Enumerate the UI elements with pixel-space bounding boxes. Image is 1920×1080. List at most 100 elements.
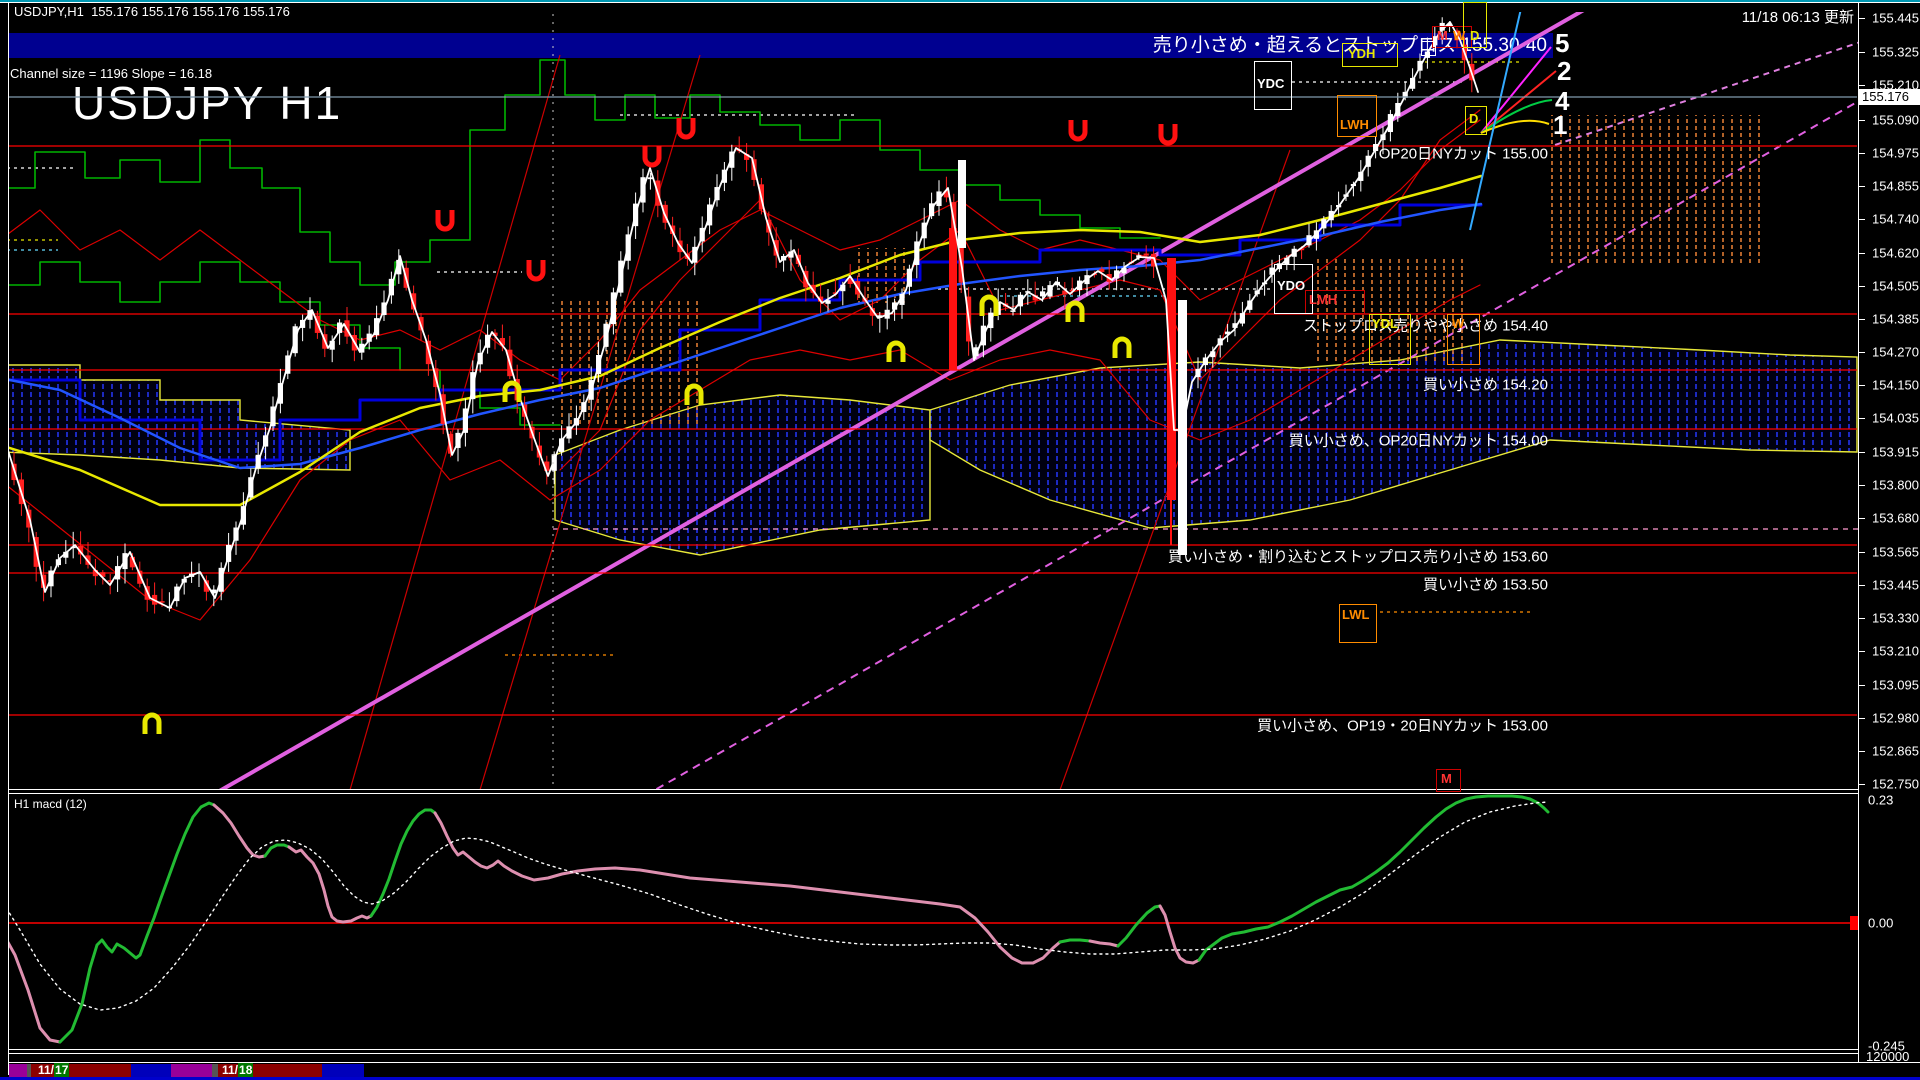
- candle-bear: [203, 580, 209, 592]
- candle-bear: [1099, 268, 1105, 272]
- candle-bear: [1069, 289, 1075, 292]
- candle-bull: [366, 333, 372, 342]
- price-axis-tick: [1858, 286, 1865, 287]
- price-axis-label: 155.090: [1872, 112, 1919, 128]
- bottom-scrollbar[interactable]: [0, 1077, 1920, 1080]
- projected-cloud: [1550, 115, 1760, 265]
- candle-bull: [396, 259, 402, 275]
- price-axis-tick: [1858, 718, 1865, 719]
- macd-line-pink: [287, 845, 373, 924]
- macd-signal-line: [9, 801, 1549, 1011]
- date-month: 11/: [222, 1063, 239, 1077]
- last-update-time: 11/18 06:13 更新: [1741, 9, 1854, 26]
- indicator-level-box: [1339, 604, 1377, 643]
- price-axis-tick: [1858, 352, 1865, 353]
- sell-signal-icon: [435, 210, 455, 232]
- candle-bull: [1010, 310, 1016, 312]
- candle-bull: [1210, 351, 1216, 358]
- candle-bull: [1321, 219, 1327, 229]
- timeline-session-segment[interactable]: [131, 1064, 171, 1077]
- macd-line-pink: [212, 803, 267, 859]
- candle-bull: [1136, 255, 1142, 258]
- candle-bull: [1121, 267, 1127, 274]
- mini-panel-bottom-border: [8, 1062, 1920, 1063]
- price-axis-label: 154.620: [1872, 245, 1919, 261]
- indicator-level-box: [1274, 264, 1313, 314]
- candle-bull: [603, 323, 609, 347]
- indicator-level-label: D: [1470, 28, 1480, 43]
- candle-bear: [544, 461, 550, 471]
- indicator-level-box: [1463, 2, 1487, 48]
- macd-panel-bottom-border[interactable]: [8, 1049, 1859, 1050]
- indicator-level-box: [1436, 769, 1461, 792]
- candle-bull: [211, 589, 217, 594]
- trendline-magenta: [218, 12, 1585, 789]
- fan-line: [1480, 119, 1550, 134]
- candle-bull: [1410, 77, 1416, 89]
- price-chart-canvas[interactable]: [9, 12, 1858, 789]
- candle-bull: [973, 347, 979, 357]
- fan-line: [1469, 12, 1522, 231]
- timeline-session-segment[interactable]: [322, 1064, 364, 1077]
- kijun-line: [9, 203, 1483, 462]
- price-axis-label: 153.915: [1872, 444, 1919, 460]
- axis-separator[interactable]: [1858, 2, 1859, 1063]
- indicator-level-label: YDC: [1257, 76, 1285, 91]
- price-level-annotation: 買い小さめ・割り込むとストップロス売り小さめ 153.60: [1167, 548, 1548, 566]
- price-axis-label: 153.680: [1872, 510, 1919, 526]
- indicator-level-box: [1337, 95, 1377, 137]
- price-axis-label: 153.565: [1872, 544, 1919, 560]
- price-axis-tick: [1858, 751, 1865, 752]
- date-day: 18: [238, 1063, 254, 1077]
- sell-signal-icon: [526, 260, 546, 282]
- timeline-session-segment[interactable]: [27, 1064, 31, 1077]
- price-axis-label: 154.270: [1872, 344, 1919, 360]
- candle-bull: [647, 177, 653, 180]
- red-band-line: [9, 284, 1481, 621]
- indicator-level-label: LMH: [1309, 292, 1338, 307]
- macd-axis-label: 0.23: [1868, 792, 1894, 808]
- macd-panel-top-border: [8, 793, 1859, 794]
- indicator-level-box: [1342, 43, 1398, 67]
- timeline-session-segment[interactable]: [9, 1064, 27, 1077]
- candle-bull: [892, 302, 898, 310]
- trendline-magenta-upper: [1554, 41, 1858, 146]
- timeline-session-segment[interactable]: [171, 1064, 212, 1077]
- price-axis-label: 155.325: [1872, 44, 1919, 60]
- buy-signal-icon: [142, 712, 162, 734]
- fan-line-number: 4: [1555, 86, 1570, 116]
- timeline-date-label: 11/17: [38, 1063, 70, 1077]
- indicator-level-box: [1369, 314, 1411, 365]
- candle-bear: [869, 308, 875, 316]
- sell-signal-icon: [676, 118, 696, 140]
- price-axis-label: 153.330: [1872, 610, 1919, 626]
- sell-signal-icon: [1068, 120, 1088, 142]
- main-panel-bottom-border[interactable]: [8, 789, 1859, 790]
- projected-cloud: [1310, 258, 1465, 363]
- volume-axis-label: 120000: [1866, 1049, 1910, 1064]
- price-level-annotation: 買い小さめ、OP19・20日NYカット 153.00: [1257, 717, 1548, 735]
- price-axis-tick: [1858, 153, 1865, 154]
- indicator-level-label: M: [1437, 28, 1448, 43]
- indicator-level-label: D: [1469, 111, 1479, 126]
- window-top-edge: [0, 0, 1920, 2]
- indicator-level-box: [1432, 26, 1472, 48]
- candle-bull: [1247, 300, 1253, 310]
- candle-bull: [307, 310, 313, 320]
- indicator-level-label: YDO: [1277, 278, 1306, 293]
- fan-line: [1480, 99, 1553, 134]
- sell-signal-icon: [1158, 124, 1178, 146]
- macd-line-pink: [433, 811, 1062, 965]
- price-axis-label: 154.035: [1872, 410, 1919, 426]
- candle-bull: [559, 438, 565, 452]
- candle-bear: [1299, 248, 1305, 251]
- macd-panel-canvas[interactable]: [9, 794, 1858, 1049]
- macd-axis-label: -0.245: [1868, 1038, 1905, 1054]
- price-axis-tick: [1858, 186, 1865, 187]
- timeline-session-segment[interactable]: [364, 1064, 1920, 1077]
- timeline-session-segment[interactable]: [212, 1064, 218, 1077]
- indicator-level-box: [1305, 290, 1365, 314]
- fan-line-number: 5: [1555, 28, 1570, 58]
- candle-bear: [1062, 290, 1068, 295]
- indicator-level-label: W: [1452, 316, 1465, 331]
